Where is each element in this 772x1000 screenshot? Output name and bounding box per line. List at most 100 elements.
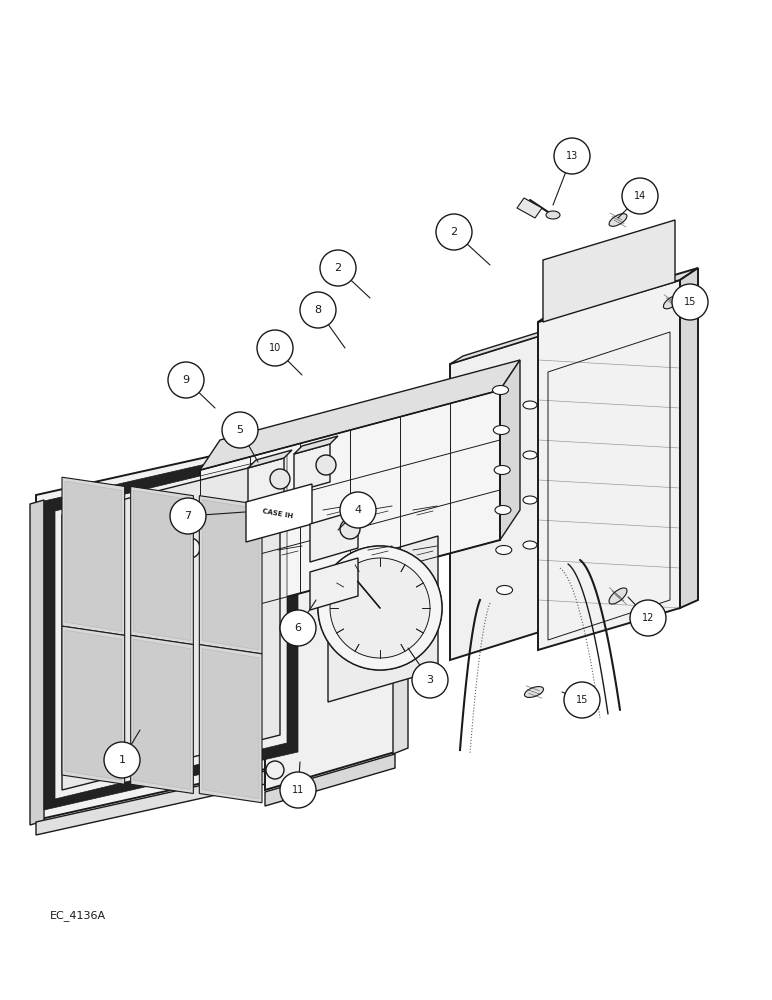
Polygon shape (538, 268, 698, 322)
Circle shape (266, 761, 284, 779)
Text: 15: 15 (576, 695, 588, 705)
Polygon shape (328, 536, 438, 702)
Ellipse shape (546, 211, 560, 219)
Polygon shape (130, 635, 193, 794)
Circle shape (340, 519, 360, 539)
Text: 12: 12 (642, 613, 654, 623)
Polygon shape (134, 490, 191, 641)
Circle shape (168, 362, 204, 398)
Text: 2: 2 (334, 263, 341, 273)
Circle shape (170, 498, 206, 534)
Polygon shape (65, 481, 122, 631)
Text: 3: 3 (426, 675, 434, 685)
Circle shape (257, 330, 293, 366)
Circle shape (180, 538, 200, 558)
Circle shape (280, 772, 316, 808)
Polygon shape (44, 443, 298, 810)
Ellipse shape (524, 687, 543, 697)
Polygon shape (202, 500, 259, 650)
Ellipse shape (523, 496, 537, 504)
Polygon shape (202, 649, 259, 799)
Polygon shape (517, 198, 542, 218)
Polygon shape (248, 458, 284, 506)
Polygon shape (310, 510, 358, 562)
Circle shape (554, 138, 590, 174)
Polygon shape (680, 268, 698, 608)
Circle shape (318, 546, 442, 670)
Ellipse shape (523, 401, 537, 409)
Polygon shape (36, 435, 306, 820)
Ellipse shape (496, 546, 512, 554)
Circle shape (222, 412, 258, 448)
Ellipse shape (493, 426, 510, 434)
Polygon shape (294, 444, 330, 492)
Circle shape (564, 682, 600, 718)
Polygon shape (62, 626, 124, 784)
Polygon shape (30, 500, 44, 825)
Circle shape (270, 469, 290, 489)
Ellipse shape (523, 541, 537, 549)
Text: 1: 1 (118, 755, 126, 765)
Polygon shape (175, 500, 205, 590)
Ellipse shape (496, 585, 513, 594)
Circle shape (672, 284, 708, 320)
Text: 8: 8 (314, 305, 322, 315)
Polygon shape (175, 490, 215, 510)
Ellipse shape (495, 506, 511, 514)
Polygon shape (450, 320, 578, 364)
Circle shape (622, 178, 658, 214)
Text: 4: 4 (354, 505, 361, 515)
Polygon shape (200, 360, 520, 470)
Ellipse shape (523, 451, 537, 459)
Polygon shape (134, 639, 191, 790)
Text: 9: 9 (182, 375, 190, 385)
Circle shape (330, 558, 430, 658)
Polygon shape (199, 645, 262, 803)
Polygon shape (130, 486, 193, 645)
Polygon shape (199, 496, 262, 654)
Polygon shape (62, 460, 280, 790)
Circle shape (316, 455, 336, 475)
Polygon shape (565, 320, 578, 624)
Circle shape (320, 250, 356, 286)
Ellipse shape (609, 214, 627, 226)
Polygon shape (294, 436, 338, 454)
Circle shape (330, 558, 430, 658)
Text: CASE IH: CASE IH (262, 508, 294, 520)
Circle shape (104, 742, 140, 778)
Ellipse shape (494, 466, 510, 475)
Polygon shape (265, 438, 395, 790)
Polygon shape (200, 390, 500, 620)
Polygon shape (55, 455, 287, 799)
Polygon shape (62, 477, 124, 635)
Ellipse shape (493, 385, 509, 394)
Text: EC_4136A: EC_4136A (50, 911, 106, 921)
Ellipse shape (663, 295, 681, 309)
Circle shape (340, 492, 376, 528)
Ellipse shape (609, 588, 627, 604)
Text: 13: 13 (566, 151, 578, 161)
Polygon shape (450, 328, 565, 660)
Text: 7: 7 (185, 511, 191, 521)
Circle shape (630, 600, 666, 636)
Text: 14: 14 (634, 191, 646, 201)
Circle shape (412, 662, 448, 698)
Polygon shape (310, 558, 358, 610)
Text: 6: 6 (294, 623, 302, 633)
Polygon shape (265, 754, 395, 806)
Polygon shape (248, 450, 292, 468)
Polygon shape (246, 484, 312, 542)
Circle shape (280, 610, 316, 646)
Text: 2: 2 (450, 227, 458, 237)
Polygon shape (393, 430, 408, 754)
Polygon shape (500, 360, 520, 540)
Circle shape (318, 546, 442, 670)
Circle shape (436, 214, 472, 250)
Text: 5: 5 (236, 425, 243, 435)
Polygon shape (36, 762, 306, 835)
Text: 11: 11 (292, 785, 304, 795)
Text: 10: 10 (269, 343, 281, 353)
Polygon shape (543, 220, 675, 322)
Circle shape (300, 292, 336, 328)
Polygon shape (538, 280, 680, 650)
